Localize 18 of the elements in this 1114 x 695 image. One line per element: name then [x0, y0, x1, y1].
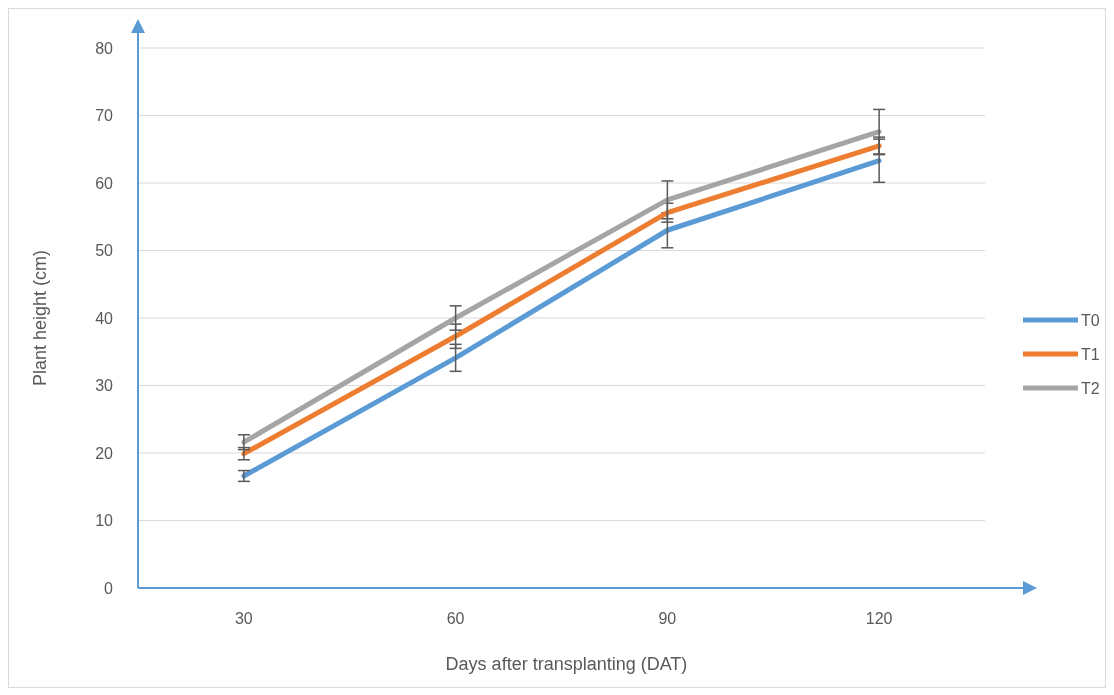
y-tick-label: 30 [95, 377, 114, 395]
y-tick-label: 80 [95, 39, 114, 57]
y-axis-title: Plant height (cm) [30, 249, 50, 387]
y-tick-label: 50 [95, 242, 114, 260]
x-axis-title: Days after transplanting (DAT) [445, 654, 688, 674]
legend-label: T1 [1081, 345, 1100, 363]
x-tick-label: 120 [865, 610, 893, 627]
y-tick-label: 20 [95, 444, 114, 462]
legend-label: T2 [1081, 379, 1100, 397]
y-tick-label: 70 [95, 107, 114, 125]
y-tick-label: 0 [104, 579, 114, 597]
x-tick-label: 60 [446, 610, 465, 627]
x-tick-label: 30 [234, 610, 253, 627]
y-tick-label: 40 [95, 309, 114, 327]
y-tick-label: 60 [95, 174, 114, 192]
legend-label: T0 [1081, 311, 1100, 329]
y-tick-label: 10 [95, 512, 114, 530]
x-tick-label: 90 [658, 610, 677, 627]
